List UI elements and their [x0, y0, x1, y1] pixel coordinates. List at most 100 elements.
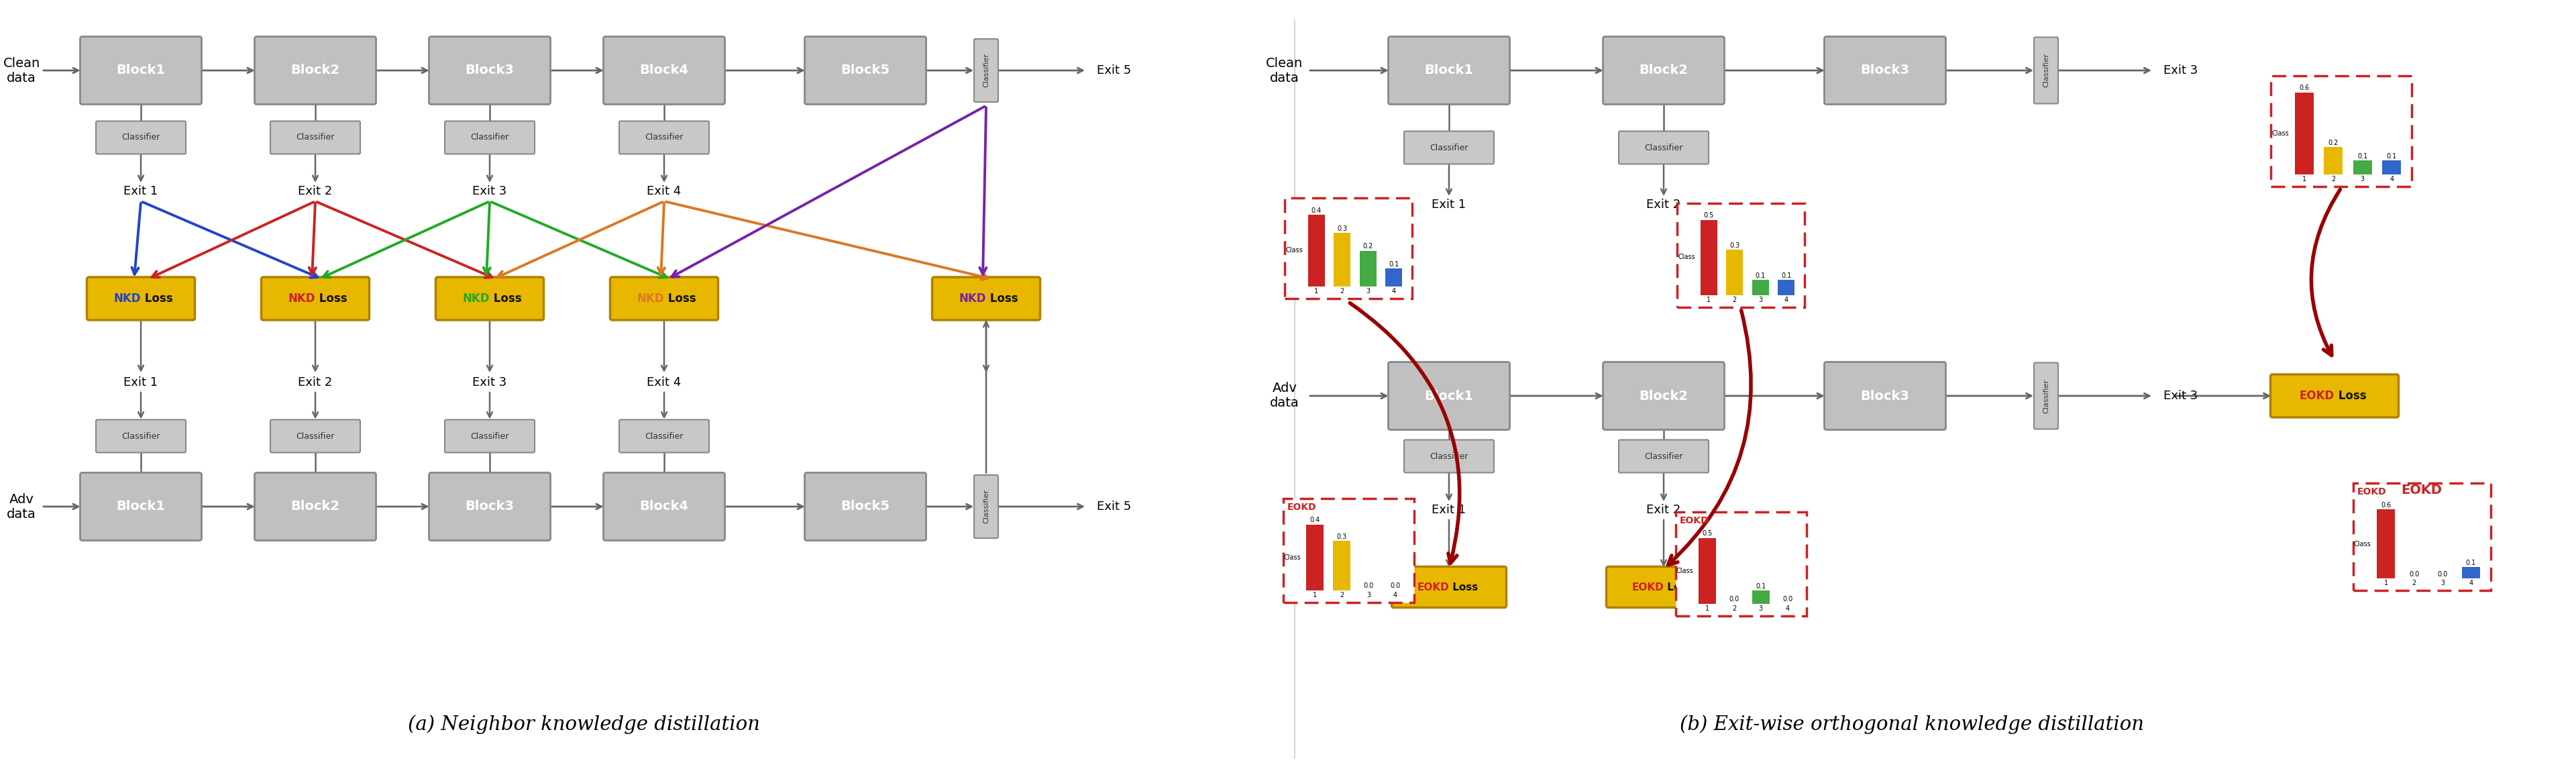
Text: (a) Neighbor knowledge distillation: (a) Neighbor knowledge distillation — [407, 715, 760, 734]
Text: Loss: Loss — [314, 293, 348, 305]
Bar — [2324, 147, 2342, 174]
Text: Exit 2: Exit 2 — [1646, 198, 1682, 211]
Text: Block2: Block2 — [1638, 64, 1687, 77]
Text: 4: 4 — [2391, 176, 2393, 182]
Text: Exit 1: Exit 1 — [1432, 198, 1466, 211]
FancyBboxPatch shape — [88, 277, 196, 320]
FancyBboxPatch shape — [95, 121, 185, 154]
Text: 0.1: 0.1 — [1754, 273, 1765, 279]
Text: Loss: Loss — [2334, 390, 2367, 402]
Text: 0.5: 0.5 — [1703, 530, 1713, 537]
Text: Classifier: Classifier — [1430, 143, 1468, 152]
Text: Class: Class — [1677, 254, 1695, 261]
FancyBboxPatch shape — [1824, 362, 1945, 430]
Text: Exit 3: Exit 3 — [471, 376, 507, 388]
Text: Classifier: Classifier — [296, 432, 335, 440]
Text: Class: Class — [1285, 248, 1303, 254]
Text: Block2: Block2 — [1638, 390, 1687, 402]
Text: 2: 2 — [1734, 296, 1736, 303]
Text: Loss: Loss — [987, 293, 1018, 305]
Text: Classifier: Classifier — [296, 134, 335, 142]
Text: Loss: Loss — [665, 293, 696, 305]
FancyBboxPatch shape — [255, 37, 376, 105]
FancyBboxPatch shape — [430, 473, 551, 540]
Bar — [1752, 590, 1770, 604]
Text: Block3: Block3 — [1860, 390, 1909, 402]
Text: Adv
data: Adv data — [8, 493, 36, 520]
Bar — [1698, 538, 1716, 604]
Text: 3: 3 — [2439, 580, 2445, 587]
Text: Block1: Block1 — [1425, 64, 1473, 77]
Text: 0.6: 0.6 — [2380, 502, 2391, 508]
Text: EOKD: EOKD — [1288, 502, 1316, 512]
Text: Exit 2: Exit 2 — [1646, 504, 1682, 516]
Text: Block5: Block5 — [840, 500, 889, 513]
Text: Classifier: Classifier — [644, 432, 683, 440]
FancyBboxPatch shape — [1285, 198, 1412, 298]
FancyBboxPatch shape — [974, 39, 999, 102]
FancyBboxPatch shape — [1404, 440, 1494, 473]
Text: 2: 2 — [2331, 176, 2336, 182]
Text: 1: 1 — [2383, 580, 2388, 587]
Text: 4: 4 — [1394, 591, 1396, 598]
Text: 0.6: 0.6 — [2298, 85, 2308, 91]
Text: 0.0: 0.0 — [1783, 596, 1793, 603]
Bar — [1334, 233, 1350, 287]
Text: Exit 1: Exit 1 — [124, 185, 157, 198]
FancyBboxPatch shape — [618, 419, 708, 452]
Text: Class: Class — [2354, 540, 2370, 547]
FancyBboxPatch shape — [430, 37, 551, 105]
Text: Classifier: Classifier — [1430, 452, 1468, 461]
Text: Class: Class — [2272, 130, 2290, 137]
Text: NKD: NKD — [464, 293, 489, 305]
FancyBboxPatch shape — [1677, 203, 1806, 307]
Text: Exit 3: Exit 3 — [2164, 64, 2197, 77]
Text: Classifier: Classifier — [471, 134, 510, 142]
Text: Exit 5: Exit 5 — [1097, 501, 1131, 512]
Text: Block2: Block2 — [291, 500, 340, 513]
Text: 3: 3 — [1365, 591, 1370, 598]
Text: EOKD: EOKD — [2300, 390, 2334, 402]
FancyBboxPatch shape — [1602, 37, 1723, 105]
Bar — [2463, 567, 2481, 579]
Text: 0.3: 0.3 — [1728, 242, 1739, 249]
Text: (b) Exit-wise orthogonal knowledge distillation: (b) Exit-wise orthogonal knowledge disti… — [1680, 715, 2143, 734]
Bar — [1726, 250, 1744, 295]
Text: Classifier: Classifier — [2043, 53, 2050, 87]
Text: EOKD: EOKD — [2401, 483, 2442, 496]
Text: 0.4: 0.4 — [1311, 207, 1321, 214]
Text: Class: Class — [1283, 554, 1301, 561]
Bar — [2352, 160, 2372, 174]
Text: NKD: NKD — [113, 293, 142, 305]
Text: Exit 4: Exit 4 — [647, 376, 680, 388]
Bar — [1752, 280, 1770, 295]
FancyBboxPatch shape — [80, 37, 201, 105]
Text: EOKD: EOKD — [1631, 582, 1664, 592]
FancyBboxPatch shape — [2269, 374, 2398, 417]
FancyBboxPatch shape — [2035, 37, 2058, 104]
Bar — [1700, 219, 1718, 295]
Text: Classifier: Classifier — [121, 432, 160, 440]
FancyBboxPatch shape — [933, 277, 1041, 320]
Bar — [2383, 160, 2401, 174]
FancyBboxPatch shape — [435, 277, 544, 320]
Text: 0.3: 0.3 — [1337, 533, 1347, 540]
FancyBboxPatch shape — [446, 121, 536, 154]
FancyBboxPatch shape — [618, 121, 708, 154]
Text: 3: 3 — [2360, 176, 2365, 182]
Text: Exit 5: Exit 5 — [1097, 64, 1131, 77]
Text: 3: 3 — [1759, 604, 1762, 612]
Text: Block4: Block4 — [639, 500, 688, 513]
Bar — [2295, 92, 2313, 174]
Text: Exit 3: Exit 3 — [2164, 390, 2197, 402]
FancyBboxPatch shape — [1602, 362, 1723, 430]
FancyBboxPatch shape — [804, 473, 927, 540]
FancyBboxPatch shape — [80, 473, 201, 540]
Bar — [1777, 280, 1795, 295]
Text: EOKD: EOKD — [1680, 515, 1708, 525]
Text: Block1: Block1 — [116, 500, 165, 513]
Text: Exit 4: Exit 4 — [647, 185, 680, 198]
Text: 0.1: 0.1 — [1757, 583, 1767, 590]
Text: 2: 2 — [2411, 580, 2416, 587]
FancyBboxPatch shape — [2352, 483, 2491, 590]
